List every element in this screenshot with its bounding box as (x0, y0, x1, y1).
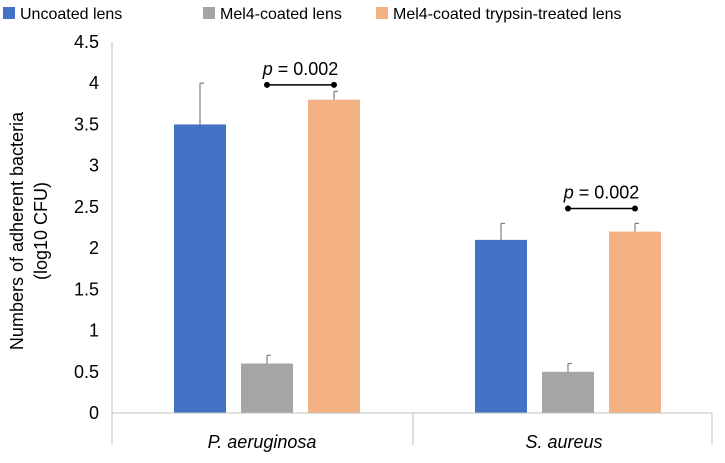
y-tick-label: 4.5 (74, 32, 99, 52)
y-tick-label: 0.5 (74, 362, 99, 382)
y-tick-label: 0 (89, 403, 99, 423)
significance-endpoint (331, 81, 337, 88)
y-tick-label: 2.5 (74, 197, 99, 217)
bar-1-2 (475, 239, 527, 413)
plot-area (111, 42, 713, 445)
legend-label-3: Mel4-coated trypsin-treated lens (393, 6, 622, 23)
y-tick-label: 3.5 (74, 114, 99, 134)
legend-swatch-1 (3, 7, 15, 19)
bar-3-1 (308, 99, 360, 413)
x-tick-label: S. aureus (525, 432, 602, 452)
legend-swatch-3 (376, 7, 388, 19)
y-axis-label-line1: Numbers of adherent bacteria (7, 111, 27, 350)
y-axis-ticks: 0 0.5 1 1.5 2 2.5 3 3.5 4 4.5 (74, 32, 99, 423)
legend-label-1: Uncoated lens (20, 6, 122, 23)
y-axis-label: Numbers of adherent bacteria (log10 CFU) (7, 111, 51, 350)
y-tick-label: 1.5 (74, 279, 99, 299)
y-axis-label-line2: (log10 CFU) (31, 182, 51, 280)
bar-3-2 (609, 231, 661, 413)
y-tick-label: 2 (89, 238, 99, 258)
x-axis-labels: P. aeruginosa S. aureus (208, 432, 603, 452)
p-value-label: p = 0.002 (262, 59, 339, 79)
p-symbol: p (262, 59, 273, 79)
x-tick-label: P. aeruginosa (208, 432, 317, 452)
p-value-label: p = 0.002 (563, 183, 640, 203)
y-tick-label: 1 (89, 321, 99, 341)
significance-endpoint (565, 205, 571, 212)
p-value-text: = 0.002 (574, 183, 640, 203)
bar-1-1 (174, 124, 226, 413)
bar-2-2 (542, 371, 594, 413)
bar-2-1 (241, 363, 293, 413)
p-value-text: = 0.002 (273, 59, 339, 79)
y-tick-label: 3 (89, 156, 99, 176)
legend-label-2: Mel4-coated lens (220, 6, 342, 23)
p-symbol: p (563, 183, 574, 203)
y-tick-label: 4 (89, 73, 99, 93)
legend-swatch-2 (203, 7, 215, 19)
significance-endpoint (264, 81, 270, 88)
significance-endpoint (632, 205, 638, 212)
legend: Uncoated lens Mel4-coated lens Mel4-coated… (3, 6, 622, 23)
